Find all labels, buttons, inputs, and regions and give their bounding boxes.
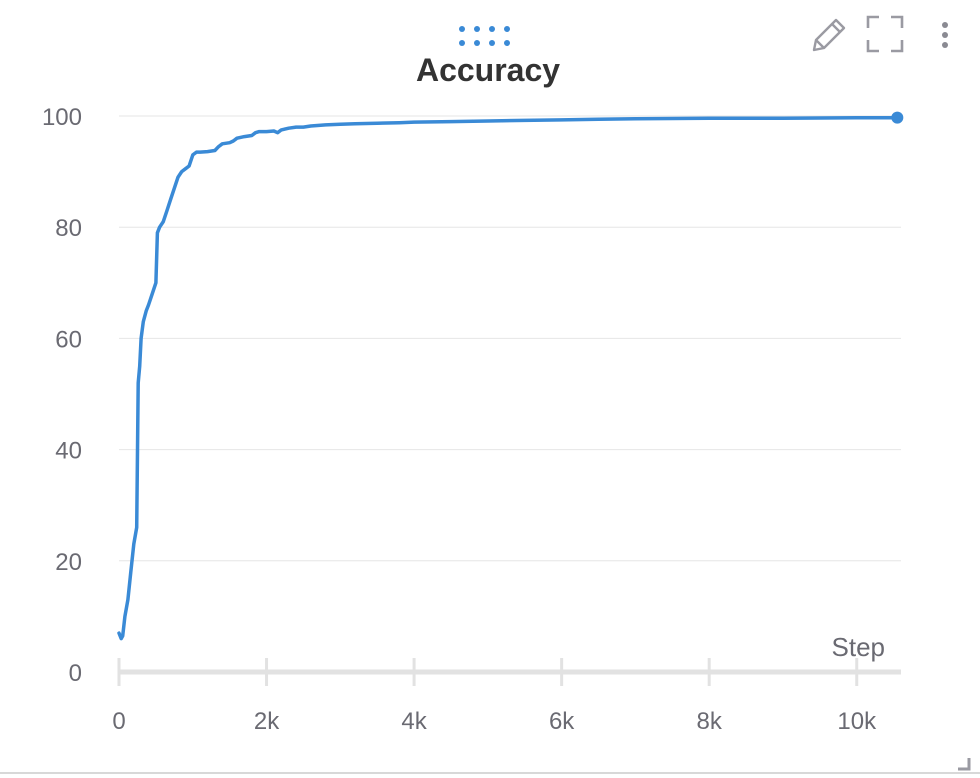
pencil-icon xyxy=(812,18,846,52)
grid-lines xyxy=(119,115,901,562)
resize-corner-icon xyxy=(958,758,971,771)
y-tick-label: 80 xyxy=(55,215,82,242)
edit-button[interactable] xyxy=(806,12,850,56)
panel-bottom-border xyxy=(0,772,980,774)
series-end-point xyxy=(891,111,904,124)
y-tick-label: 60 xyxy=(55,326,82,353)
drag-handle[interactable] xyxy=(456,24,520,48)
chart-title: Accuracy xyxy=(415,52,561,88)
y-tick-label: 20 xyxy=(55,549,82,576)
x-tick-label: 6k xyxy=(549,708,575,735)
drag-dots-icon xyxy=(459,26,510,46)
y-tick-label: 100 xyxy=(42,104,82,131)
vertical-dots-icon xyxy=(942,22,948,48)
x-axis-label: Step xyxy=(832,632,886,662)
more-options-button[interactable] xyxy=(930,16,960,56)
x-tick-label: 0 xyxy=(112,708,125,735)
x-tick-label: 8k xyxy=(697,708,723,735)
fullscreen-button[interactable] xyxy=(862,12,908,56)
resize-handle[interactable] xyxy=(956,756,972,772)
series-line xyxy=(117,115,900,641)
fullscreen-icon xyxy=(866,15,904,53)
y-axis: 0 20 40 60 80 100 xyxy=(42,104,82,687)
y-tick-label: 0 xyxy=(69,660,82,687)
x-tick-label: 2k xyxy=(254,708,280,735)
y-tick-label: 40 xyxy=(55,438,82,465)
x-axis: 0 2k 4k 6k 8k 10k xyxy=(112,658,901,735)
series-layer xyxy=(117,111,904,641)
x-tick-label: 10k xyxy=(837,708,877,735)
x-tick-label: 4k xyxy=(401,708,427,735)
